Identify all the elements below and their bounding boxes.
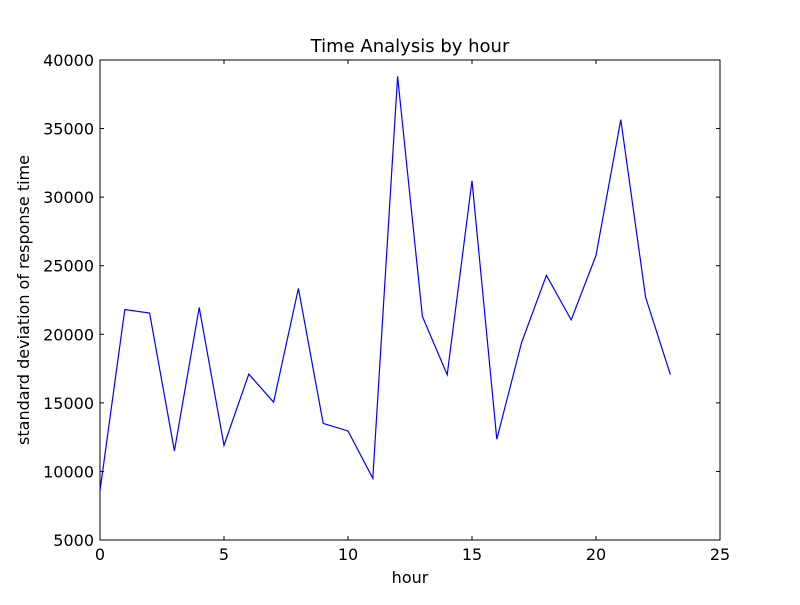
x-tick-label: 0 [95, 545, 105, 564]
chart-title: Time Analysis by hour [310, 36, 510, 57]
y-tick-label: 20000 [43, 325, 94, 344]
y-tick-label: 10000 [43, 462, 94, 481]
x-axis-tick-labels: 0 5 10 15 20 25 [95, 545, 730, 564]
y-tick-label: 25000 [43, 257, 94, 276]
y-tick-label: 5000 [53, 531, 94, 550]
y-tick-label: 40000 [43, 51, 94, 70]
y-axis-tick-labels: 5000 10000 15000 20000 25000 30000 35000 40000 [43, 51, 94, 550]
plot-area [100, 60, 720, 540]
x-tick-label: 20 [586, 545, 606, 564]
y-tick-label: 35000 [43, 120, 94, 139]
y-tick-label: 30000 [43, 188, 94, 207]
y-tick-label: 15000 [43, 394, 94, 413]
x-tick-label: 5 [219, 545, 229, 564]
x-tick-label: 15 [462, 545, 482, 564]
x-tick-label: 10 [338, 545, 358, 564]
y-axis-label: standard deviation of response time [14, 155, 33, 445]
x-axis-label: hour [392, 568, 429, 587]
x-tick-label: 25 [710, 545, 730, 564]
